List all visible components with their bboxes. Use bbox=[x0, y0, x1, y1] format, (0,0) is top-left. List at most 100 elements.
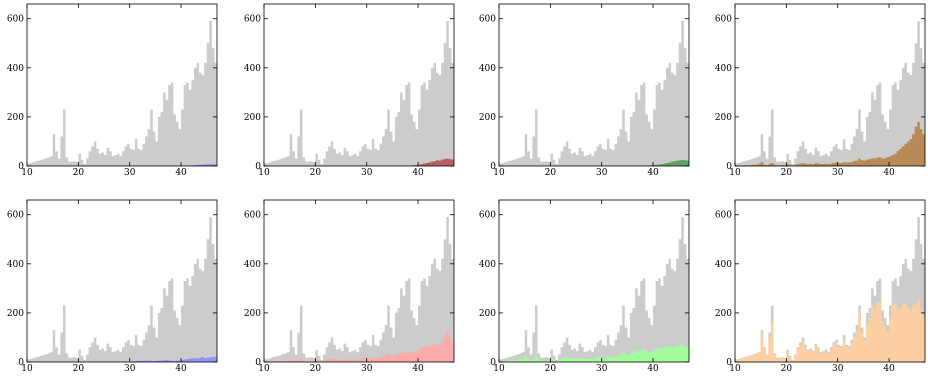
overlay-histogram bbox=[735, 121, 925, 166]
plot-area bbox=[735, 21, 925, 166]
background-histogram bbox=[735, 21, 925, 166]
x-tick-label: 20 bbox=[781, 168, 793, 178]
y-tick-label: 0 bbox=[726, 162, 732, 172]
x-tick-label: 10 bbox=[729, 364, 741, 374]
y-tick-label: 400 bbox=[244, 64, 261, 74]
y-tick-label: 200 bbox=[715, 309, 732, 319]
x-tick-label: 30 bbox=[596, 168, 608, 178]
x-tick-label: 10 bbox=[21, 168, 33, 178]
axes-frame bbox=[26, 3, 218, 167]
x-tick-label: 20 bbox=[73, 364, 85, 374]
x-tick-label: 40 bbox=[412, 168, 424, 178]
plot-area bbox=[27, 21, 217, 166]
y-tick-label: 200 bbox=[479, 113, 496, 123]
x-tick-label: 20 bbox=[310, 168, 322, 178]
y-tick-label: 200 bbox=[7, 113, 24, 123]
x-tick-label: 20 bbox=[545, 364, 557, 374]
y-tick-label: 200 bbox=[479, 309, 496, 319]
x-tick-label: 10 bbox=[493, 168, 505, 178]
x-tick-label: 40 bbox=[647, 168, 659, 178]
y-tick-label: 200 bbox=[244, 309, 261, 319]
y-tick-label: 200 bbox=[715, 113, 732, 123]
plot-area bbox=[27, 217, 217, 362]
background-histogram bbox=[499, 217, 689, 362]
background-histogram bbox=[27, 217, 217, 362]
plot-area bbox=[499, 217, 689, 362]
x-tick-label: 30 bbox=[361, 364, 373, 374]
axes-frame bbox=[734, 3, 926, 167]
y-tick-label: 0 bbox=[18, 162, 24, 172]
x-tick-label: 40 bbox=[883, 364, 895, 374]
x-tick-label: 10 bbox=[21, 364, 33, 374]
x-tick-label: 30 bbox=[124, 364, 136, 374]
x-tick-label: 40 bbox=[175, 168, 187, 178]
y-tick-label: 600 bbox=[715, 15, 732, 25]
axes-frame bbox=[498, 3, 690, 167]
axes-frame bbox=[734, 199, 926, 363]
y-tick-label: 0 bbox=[255, 358, 261, 368]
y-tick-label: 200 bbox=[7, 309, 24, 319]
axes-frame bbox=[263, 199, 455, 363]
x-tick-label: 20 bbox=[781, 364, 793, 374]
y-tick-label: 600 bbox=[244, 211, 261, 221]
x-tick-label: 30 bbox=[832, 168, 844, 178]
x-tick-label: 40 bbox=[175, 364, 187, 374]
overlay-histogram bbox=[499, 159, 689, 166]
y-tick-label: 600 bbox=[479, 211, 496, 221]
x-tick-label: 30 bbox=[832, 364, 844, 374]
overlay-histogram bbox=[264, 332, 454, 362]
y-tick-label: 0 bbox=[490, 162, 496, 172]
x-tick-label: 40 bbox=[412, 364, 424, 374]
axes-frame bbox=[26, 199, 218, 363]
y-tick-label: 400 bbox=[7, 64, 24, 74]
background-histogram bbox=[499, 21, 689, 166]
y-tick-label: 0 bbox=[18, 358, 24, 368]
y-tick-label: 200 bbox=[244, 113, 261, 123]
overlay-histogram bbox=[499, 343, 689, 362]
y-tick-label: 0 bbox=[490, 358, 496, 368]
y-tick-label: 400 bbox=[715, 64, 732, 74]
x-tick-label: 10 bbox=[258, 364, 270, 374]
plot-area bbox=[499, 21, 689, 166]
overlay-histogram bbox=[27, 356, 217, 362]
y-tick-label: 400 bbox=[244, 260, 261, 270]
background-histogram bbox=[264, 217, 454, 362]
y-tick-label: 600 bbox=[7, 15, 24, 25]
axes-frame bbox=[263, 3, 455, 167]
plot-area bbox=[264, 217, 454, 362]
overlay-histogram bbox=[264, 158, 454, 166]
x-tick-label: 10 bbox=[258, 168, 270, 178]
y-tick-label: 600 bbox=[244, 15, 261, 25]
y-tick-label: 0 bbox=[255, 162, 261, 172]
plot-area bbox=[264, 21, 454, 166]
y-tick-label: 0 bbox=[726, 358, 732, 368]
background-histogram bbox=[264, 21, 454, 166]
x-tick-label: 30 bbox=[124, 168, 136, 178]
x-tick-label: 40 bbox=[647, 364, 659, 374]
y-tick-label: 400 bbox=[715, 260, 732, 270]
background-histogram bbox=[27, 21, 217, 166]
plot-area bbox=[735, 217, 925, 362]
y-tick-label: 400 bbox=[7, 260, 24, 270]
x-tick-label: 30 bbox=[361, 168, 373, 178]
overlay-histogram bbox=[735, 300, 925, 362]
x-tick-label: 30 bbox=[596, 364, 608, 374]
x-tick-label: 20 bbox=[545, 168, 557, 178]
y-tick-label: 600 bbox=[479, 15, 496, 25]
x-tick-label: 20 bbox=[73, 168, 85, 178]
x-tick-label: 10 bbox=[729, 168, 741, 178]
y-tick-label: 600 bbox=[715, 211, 732, 221]
x-tick-label: 20 bbox=[310, 364, 322, 374]
y-tick-label: 400 bbox=[479, 260, 496, 270]
x-tick-label: 10 bbox=[493, 364, 505, 374]
x-tick-label: 40 bbox=[883, 168, 895, 178]
